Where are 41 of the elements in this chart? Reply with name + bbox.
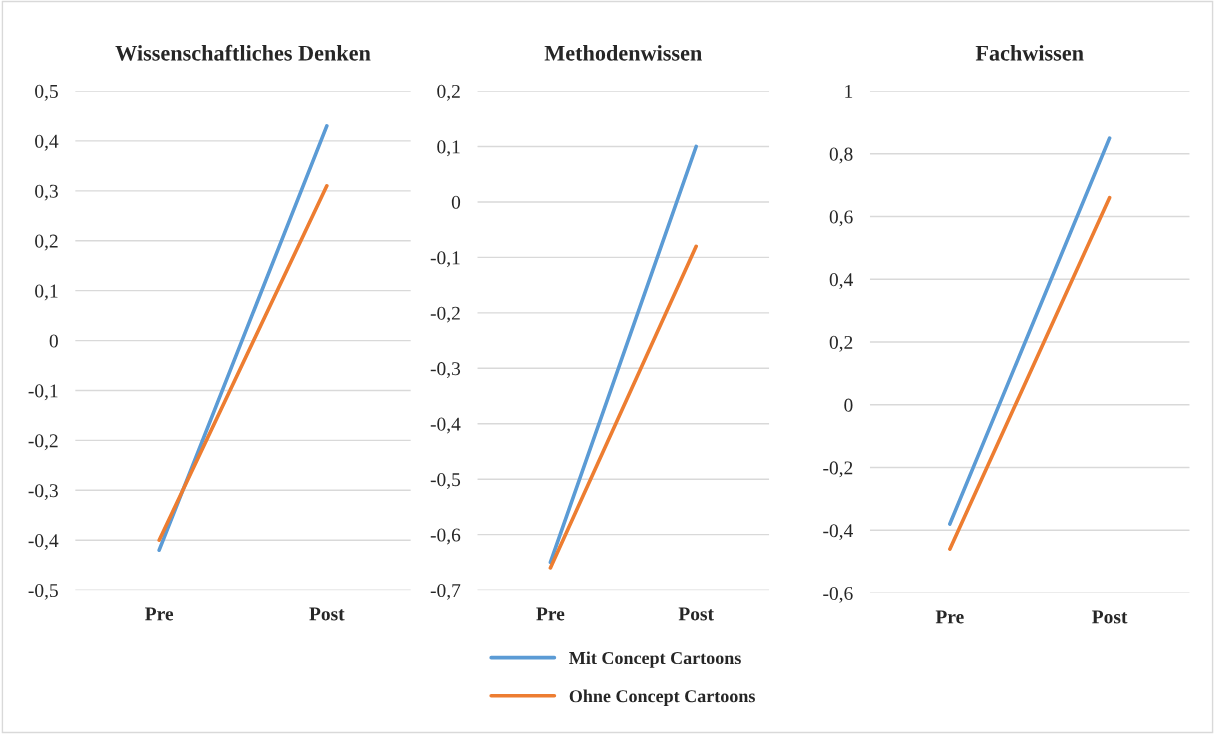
y-tick-label: 0,2 (829, 335, 853, 352)
x-tick-label: Post (1092, 610, 1128, 624)
y-tick-label: -0,2 (430, 306, 460, 323)
y-tick-label: 0,2 (35, 234, 58, 251)
y-tick-label: -0,4 (28, 534, 59, 550)
y-tick-label: 0 (844, 398, 853, 412)
y-tick-label: -0,4 (430, 417, 461, 434)
y-tick-label: -0,1 (28, 384, 58, 401)
y-tick-label: -0,3 (430, 362, 461, 379)
y-tick-label: 0,1 (437, 140, 460, 157)
x-tick-label: Pre (536, 607, 565, 621)
y-tick-label: 0,1 (35, 284, 58, 301)
y-tick-label: 0,3 (35, 184, 58, 201)
y-tick-label: -0,2 (28, 434, 58, 451)
y-tick-label: 0,4 (829, 273, 853, 290)
x-tick-label: Post (309, 607, 345, 621)
y-tick-label: 1 (845, 84, 853, 98)
chart-title: Wissenschaftliches Denken (115, 44, 371, 61)
legend-label: Mit Concept Cartoons (569, 651, 741, 668)
y-tick-label: -0,3 (28, 484, 58, 501)
y-tick-label: 0,5 (35, 84, 58, 101)
chart-title: Fachwissen (975, 45, 1084, 61)
y-tick-label: 0,4 (35, 134, 59, 151)
y-tick-label: -0,5 (430, 473, 461, 489)
y-tick-label: -0,5 (28, 583, 58, 600)
y-tick-label: 0 (49, 334, 58, 348)
y-tick-label: -0,1 (430, 251, 460, 268)
y-tick-label: -0,2 (823, 461, 853, 478)
x-tick-label: Pre (935, 610, 964, 624)
y-tick-label: -0,7 (430, 583, 461, 600)
y-tick-label: 0,2 (437, 84, 460, 101)
y-tick-label: -0,6 (430, 528, 461, 545)
y-tick-label: 0,6 (829, 210, 853, 227)
x-tick-label: Post (678, 607, 714, 621)
y-tick-label: -0,4 (823, 524, 853, 541)
legend-label: Ohne Concept Cartoons (569, 689, 755, 706)
y-tick-label: -0,6 (823, 586, 853, 603)
x-tick-label: Pre (145, 607, 174, 621)
y-tick-label: 0,8 (829, 147, 853, 164)
y-tick-label: 0 (451, 195, 461, 209)
chart-title: Methodenwissen (544, 45, 702, 61)
